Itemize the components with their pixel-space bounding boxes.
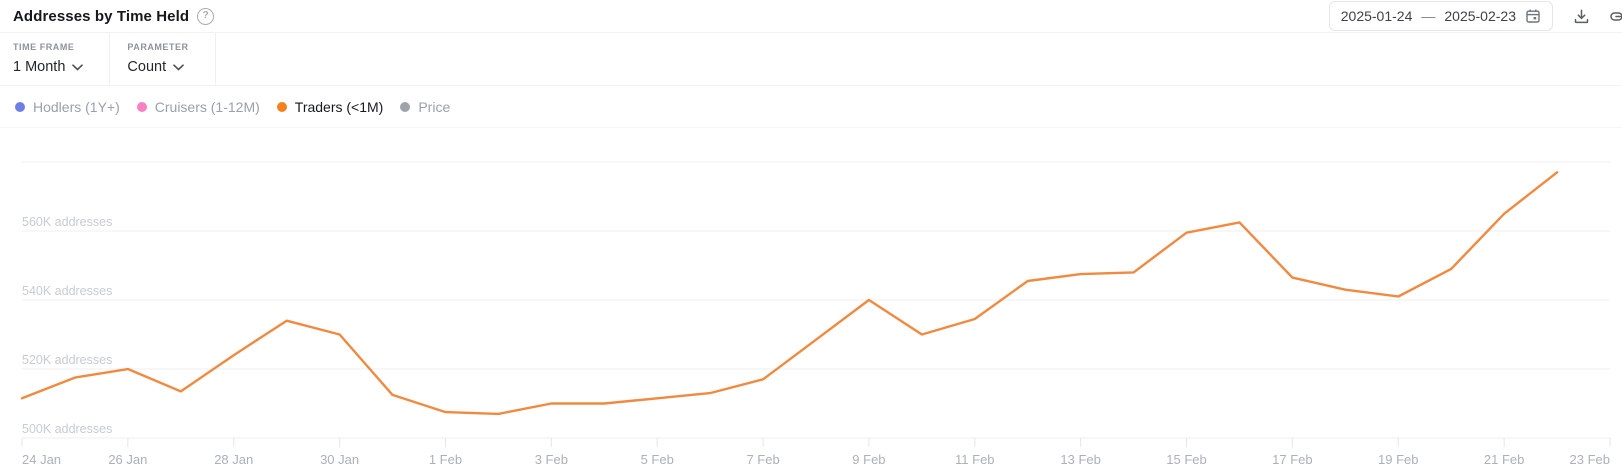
x-axis-label: 9 Feb bbox=[852, 452, 885, 467]
legend-dot bbox=[15, 101, 25, 112]
legend-label: Traders (<1M) bbox=[294, 98, 384, 115]
x-axis-label: 11 Feb bbox=[955, 452, 995, 467]
x-axis-label: 28 Jan bbox=[214, 452, 253, 467]
time-frame-select[interactable]: 1 Month bbox=[13, 59, 84, 75]
x-axis-label: 21 Feb bbox=[1484, 452, 1524, 467]
time-frame-value: 1 Month bbox=[13, 59, 66, 75]
calendar-icon[interactable] bbox=[1525, 8, 1541, 24]
parameter-label: PARAMETER bbox=[127, 42, 189, 52]
parameter-select[interactable]: Count bbox=[127, 59, 188, 75]
x-axis-label: 30 Jan bbox=[320, 452, 359, 467]
help-icon[interactable]: ? bbox=[197, 7, 215, 25]
widget-header: Addresses by Time Held ? 2025-01-24 — 20… bbox=[0, 0, 1622, 33]
traders-series-line bbox=[20, 171, 1559, 416]
legend-dot bbox=[400, 101, 411, 112]
x-axis-label: 26 Jan bbox=[108, 452, 147, 467]
x-axis-label: 13 Feb bbox=[1060, 452, 1100, 467]
chevron-down-icon bbox=[173, 63, 184, 70]
legend-item-cruisers-1-12m[interactable]: Cruisers (1-12M) bbox=[136, 98, 260, 115]
x-axis-label: 23 Feb bbox=[1570, 452, 1610, 467]
x-axis-label: 5 Feb bbox=[641, 452, 674, 467]
legend-item-traders-1m[interactable]: Traders (<1M) bbox=[276, 98, 384, 115]
legend-item-price[interactable]: Price bbox=[400, 99, 450, 115]
x-axis-label: 3 Feb bbox=[535, 452, 568, 467]
x-axis-label: 7 Feb bbox=[746, 452, 779, 467]
download-icon[interactable] bbox=[1573, 8, 1590, 25]
x-axis-label: 24 Jan bbox=[22, 452, 61, 467]
x-axis-label: 19 Feb bbox=[1378, 452, 1418, 467]
legend-label: Cruisers (1-12M) bbox=[154, 98, 260, 115]
legend-item-hodlers-1y[interactable]: Hodlers (1Y+) bbox=[15, 99, 120, 115]
legend-label: Price bbox=[418, 98, 451, 115]
y-axis-label: 540K addresses bbox=[22, 284, 112, 298]
title-wrap: Addresses by Time Held ? bbox=[13, 0, 215, 32]
y-axis-label: 500K addresses bbox=[22, 422, 112, 436]
chart-area: 500K addresses 520K addresses 540K address… bbox=[0, 128, 1622, 475]
legend-dot bbox=[136, 101, 147, 112]
time-frame-label: TIME FRAME bbox=[13, 42, 75, 52]
date-range-start: 2025-01-24 bbox=[1340, 8, 1413, 24]
chart-legend: Hodlers (1Y+) Cruisers (1-12M) Traders (<1… bbox=[0, 86, 1622, 128]
parameter-group: PARAMETER Count bbox=[110, 33, 216, 85]
x-axis-label: 1 Feb bbox=[429, 452, 462, 467]
parameter-value: Count bbox=[127, 59, 167, 75]
y-axis-label: 520K addresses bbox=[22, 353, 112, 367]
link-icon[interactable] bbox=[1610, 8, 1622, 25]
time-frame-group: TIME FRAME 1 Month bbox=[0, 33, 111, 85]
x-axis-label: 17 Feb bbox=[1272, 452, 1312, 467]
header-actions: 2025-01-24 — 2025-02-23 bbox=[1328, 0, 1622, 32]
y-axis-label: 560K addresses bbox=[22, 215, 112, 229]
date-range-picker[interactable]: 2025-01-24 — 2025-02-23 bbox=[1328, 1, 1553, 31]
legend-dot bbox=[276, 101, 287, 112]
line-chart: 500K addresses 520K addresses 540K address… bbox=[20, 161, 1611, 467]
date-range-separator: — bbox=[1421, 8, 1436, 24]
chevron-down-icon bbox=[72, 63, 84, 70]
chart-toolbar: TIME FRAME 1 Month PARAMETER Count bbox=[0, 33, 1622, 86]
page-title: Addresses by Time Held bbox=[13, 7, 190, 25]
date-range-end: 2025-02-23 bbox=[1444, 8, 1516, 24]
x-axis-label: 15 Feb bbox=[1166, 452, 1206, 467]
legend-label: Hodlers (1Y+) bbox=[33, 98, 120, 115]
